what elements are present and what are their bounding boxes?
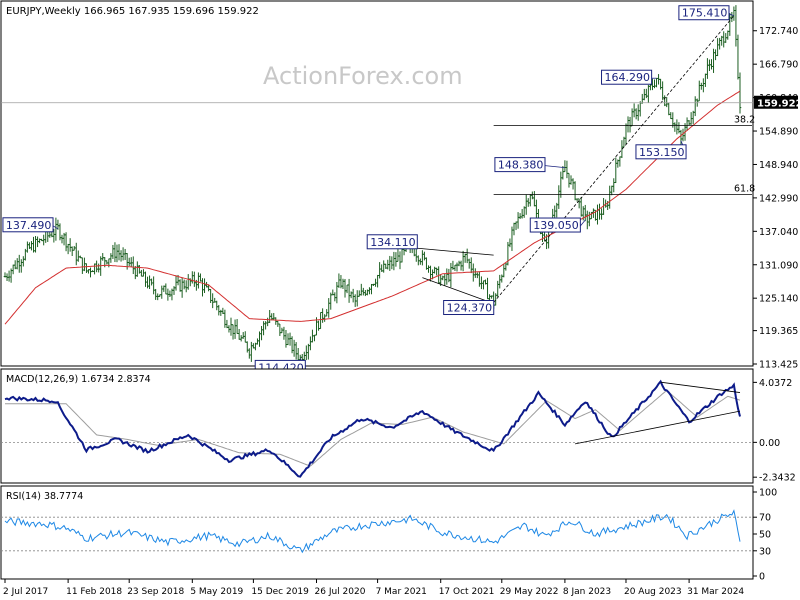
rsi-tick-label: 50 bbox=[759, 530, 771, 541]
macd-tick-label: -2.3432 bbox=[759, 473, 796, 484]
moving-average-line bbox=[4, 90, 741, 325]
y-tick-label: 125.140 bbox=[759, 294, 798, 305]
price-annotation-label: 137.490 bbox=[6, 219, 52, 232]
price-annotation-label: 124.370 bbox=[447, 302, 493, 315]
x-tick-label: 15 Dec 2019 bbox=[251, 587, 309, 597]
price-annotation-box bbox=[494, 157, 546, 173]
fib-level-label: 38.2 bbox=[734, 114, 755, 125]
x-tick-label: 11 Feb 2018 bbox=[66, 587, 122, 597]
rsi-panel-frame bbox=[0, 485, 754, 580]
trend-line bbox=[412, 247, 494, 256]
rsi-title: RSI(14) 38.7774 bbox=[6, 491, 83, 502]
last-price-label: 159.922 bbox=[757, 98, 800, 109]
price-annotation-box bbox=[529, 217, 581, 233]
macd-panel-frame bbox=[0, 368, 754, 484]
price-annotation-box bbox=[366, 234, 418, 250]
macd-y-axis: 4.0372 0.00 -2.3432 bbox=[753, 378, 796, 484]
annotation-leader bbox=[544, 165, 565, 169]
x-tick-label: 17 Oct 2021 bbox=[439, 587, 495, 597]
rsi-tick-label: 100 bbox=[759, 488, 777, 499]
x-tick-label: 29 May 2022 bbox=[500, 587, 559, 597]
price-y-axis: 172.740166.790160.840154.890148.940142.9… bbox=[753, 26, 800, 371]
macd-trend-line bbox=[575, 410, 741, 445]
price-layer: 38.261.8137.490114.420134.110124.370148.… bbox=[1, 5, 755, 375]
rsi-line bbox=[4, 509, 741, 554]
rsi-y-axis: 100 70 50 30 0 bbox=[753, 488, 777, 583]
macd-tick-label: 4.0372 bbox=[759, 378, 792, 389]
y-tick-label: 142.990 bbox=[759, 193, 798, 204]
price-header: EURJPY,Weekly 166.965 167.935 159.696 15… bbox=[6, 6, 259, 17]
price-annotation-box bbox=[443, 300, 495, 316]
price-annotation-label: 175.410 bbox=[682, 7, 728, 20]
price-panel-frame bbox=[0, 0, 754, 367]
trend-line bbox=[493, 15, 735, 303]
x-tick-label: 23 Sep 2018 bbox=[127, 587, 184, 597]
price-annotation-box bbox=[678, 5, 730, 21]
y-tick-label: 172.740 bbox=[759, 26, 798, 37]
trend-line bbox=[422, 277, 494, 304]
y-tick-label: 113.425 bbox=[759, 360, 798, 371]
price-annotation-box bbox=[635, 144, 687, 160]
x-tick-label: 2 Jul 2017 bbox=[3, 587, 48, 597]
price-annotation-label: 164.290 bbox=[605, 71, 651, 84]
macd-title: MACD(12,26,9) 1.6734 2.8374 bbox=[6, 374, 151, 385]
x-tick-label: 20 Aug 2023 bbox=[624, 587, 682, 597]
rsi-tick-label: 30 bbox=[759, 546, 771, 557]
price-annotation-box bbox=[601, 69, 653, 85]
annotation-leader bbox=[728, 13, 735, 17]
price-annotation-label: 139.050 bbox=[533, 219, 579, 232]
x-tick-label: 26 Jul 2020 bbox=[315, 587, 366, 597]
x-tick-label: 8 Jan 2023 bbox=[563, 587, 611, 597]
y-tick-label: 119.365 bbox=[759, 326, 798, 337]
x-tick-label: 31 Mar 2024 bbox=[687, 587, 744, 597]
price-annotation-box bbox=[2, 217, 54, 233]
annotation-leader bbox=[580, 219, 586, 227]
macd-line bbox=[4, 379, 741, 478]
y-tick-label: 137.040 bbox=[759, 227, 798, 238]
x-tick-label: 5 May 2019 bbox=[190, 587, 243, 597]
macd-layer bbox=[1, 379, 753, 478]
rsi-layer bbox=[1, 509, 753, 554]
fib-level-label: 61.8 bbox=[734, 183, 755, 194]
x-tick-label: 7 Mar 2021 bbox=[376, 587, 427, 597]
rsi-tick-label: 70 bbox=[759, 513, 771, 524]
annotation-leader bbox=[52, 225, 59, 230]
price-annotation-label: 153.150 bbox=[639, 146, 685, 159]
rsi-tick-label: 0 bbox=[759, 572, 765, 583]
last-price-box bbox=[754, 95, 798, 109]
macd-trend-line bbox=[660, 381, 741, 393]
price-annotation-label: 134.110 bbox=[370, 236, 416, 249]
watermark: ActionForex.com bbox=[263, 62, 463, 90]
y-tick-label: 154.890 bbox=[759, 127, 798, 138]
y-tick-label: 131.090 bbox=[759, 260, 798, 271]
x-axis: 2 Jul 2017 11 Feb 2018 23 Sep 2018 5 May 20… bbox=[3, 579, 744, 597]
macd-tick-label: 0.00 bbox=[759, 438, 780, 449]
y-tick-label: 166.790 bbox=[759, 60, 798, 71]
y-tick-label: 148.940 bbox=[759, 160, 798, 171]
price-annotation-label: 148.380 bbox=[498, 159, 544, 172]
